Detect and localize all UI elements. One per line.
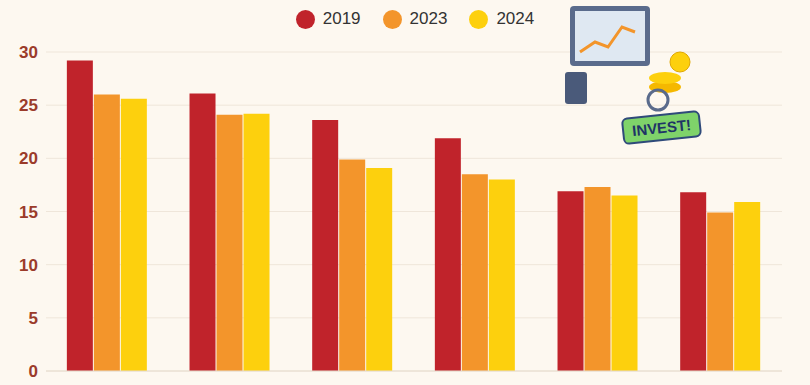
html-text:2019: 2019 bbox=[322, 9, 361, 28]
svg-text:30: 30 bbox=[19, 43, 38, 62]
svg-text:15: 15 bbox=[19, 203, 38, 222]
svg-text:5: 5 bbox=[29, 309, 38, 328]
html-text:INVEST!: INVEST! bbox=[631, 116, 692, 139]
svg-text:0: 0 bbox=[29, 362, 38, 381]
svg-text:10: 10 bbox=[19, 256, 38, 275]
html-text:2023: 2023 bbox=[409, 9, 448, 28]
svg-text:20: 20 bbox=[19, 149, 38, 168]
svg-text:25: 25 bbox=[19, 96, 38, 115]
html-text:2024: 2024 bbox=[496, 9, 535, 28]
